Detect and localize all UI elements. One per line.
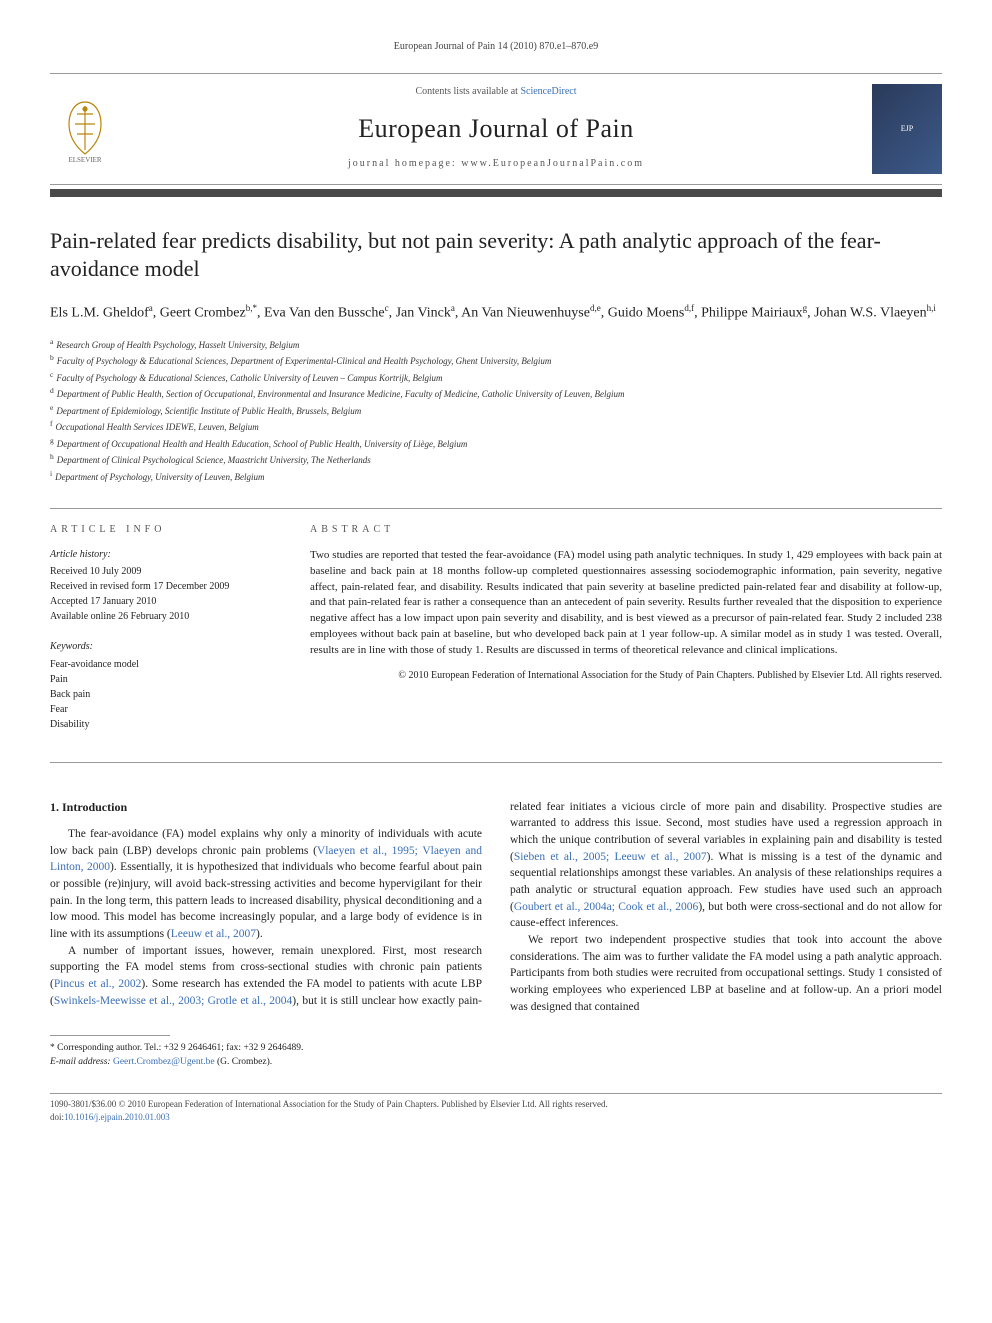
journal-homepage: journal homepage: www.EuropeanJournalPai… bbox=[120, 157, 872, 172]
abstract-copyright: © 2010 European Federation of Internatio… bbox=[310, 669, 942, 684]
affiliation-list: aResearch Group of Health Psychology, Ha… bbox=[50, 336, 942, 485]
history-line: Received in revised form 17 December 200… bbox=[50, 579, 274, 594]
keyword: Back pain bbox=[50, 687, 274, 702]
history-line: Accepted 17 January 2010 bbox=[50, 594, 274, 609]
citation-link[interactable]: Leeuw et al., 2007 bbox=[171, 928, 256, 940]
citation-link[interactable]: Sieben et al., 2005; Leeuw et al., 2007 bbox=[514, 851, 707, 863]
footer-rule bbox=[50, 1093, 942, 1094]
affiliation: aResearch Group of Health Psychology, Ha… bbox=[50, 336, 942, 353]
keyword: Disability bbox=[50, 717, 274, 732]
sciencedirect-link[interactable]: ScienceDirect bbox=[520, 86, 576, 97]
abstract-column: ABSTRACT Two studies are reported that t… bbox=[290, 509, 942, 762]
affiliation: eDepartment of Epidemiology, Scientific … bbox=[50, 402, 942, 419]
journal-cover-thumb: EJP bbox=[872, 84, 942, 174]
journal-title: European Journal of Pain bbox=[120, 110, 872, 148]
footnote-rule bbox=[50, 1035, 170, 1036]
history-label: Article history: bbox=[50, 548, 274, 563]
masthead-rule bbox=[50, 189, 942, 197]
citation-link[interactable]: Swinkels-Meewisse et al., 2003; Grotle e… bbox=[54, 995, 292, 1007]
affiliation: iDepartment of Psychology, University of… bbox=[50, 468, 942, 485]
running-header: European Journal of Pain 14 (2010) 870.e… bbox=[50, 40, 942, 55]
affiliation: hDepartment of Clinical Psychological Sc… bbox=[50, 451, 942, 468]
abstract-label: ABSTRACT bbox=[310, 523, 942, 538]
article-info-label: ARTICLE INFO bbox=[50, 523, 274, 538]
elsevier-logo: ELSEVIER bbox=[50, 94, 120, 164]
affiliation: gDepartment of Occupational Health and H… bbox=[50, 435, 942, 452]
citation-link[interactable]: Pincus et al., 2002 bbox=[54, 978, 142, 990]
author-list: Els L.M. Gheldofa, Geert Crombezb,*, Eva… bbox=[50, 302, 942, 324]
affiliation: dDepartment of Public Health, Section of… bbox=[50, 385, 942, 402]
affiliation: cFaculty of Psychology & Educational Sci… bbox=[50, 369, 942, 386]
intro-p1: The fear-avoidance (FA) model explains w… bbox=[50, 826, 482, 943]
intro-p3: We report two independent prospective st… bbox=[510, 932, 942, 1015]
article-info-column: ARTICLE INFO Article history: Received 1… bbox=[50, 509, 290, 762]
keyword: Pain bbox=[50, 672, 274, 687]
keyword: Fear bbox=[50, 702, 274, 717]
affiliation: bFaculty of Psychology & Educational Sci… bbox=[50, 352, 942, 369]
svg-text:ELSEVIER: ELSEVIER bbox=[68, 156, 101, 164]
history-line: Received 10 July 2009 bbox=[50, 564, 274, 579]
contents-available: Contents lists available at ScienceDirec… bbox=[120, 85, 872, 100]
history-line: Available online 26 February 2010 bbox=[50, 609, 274, 624]
section-heading: 1. Introduction bbox=[50, 799, 482, 816]
keyword: Fear-avoidance model bbox=[50, 657, 274, 672]
keywords-label: Keywords: bbox=[50, 640, 274, 655]
article-title: Pain-related fear predicts disability, b… bbox=[50, 227, 942, 284]
footer-copyright: 1090-3801/$36.00 © 2010 European Federat… bbox=[50, 1098, 942, 1124]
body-text: 1. Introduction The fear-avoidance (FA) … bbox=[50, 799, 942, 1016]
doi-link[interactable]: 10.1016/j.ejpain.2010.01.003 bbox=[64, 1112, 170, 1122]
journal-masthead: ELSEVIER Contents lists available at Sci… bbox=[50, 73, 942, 185]
email-link[interactable]: Geert.Crombez@Ugent.be bbox=[113, 1057, 215, 1067]
affiliation: fOccupational Health Services IDEWE, Leu… bbox=[50, 418, 942, 435]
corresponding-footnote: * Corresponding author. Tel.: +32 9 2646… bbox=[50, 1042, 942, 1069]
citation-link[interactable]: Goubert et al., 2004a; Cook et al., 2006 bbox=[514, 901, 698, 913]
abstract-text: Two studies are reported that tested the… bbox=[310, 548, 942, 660]
